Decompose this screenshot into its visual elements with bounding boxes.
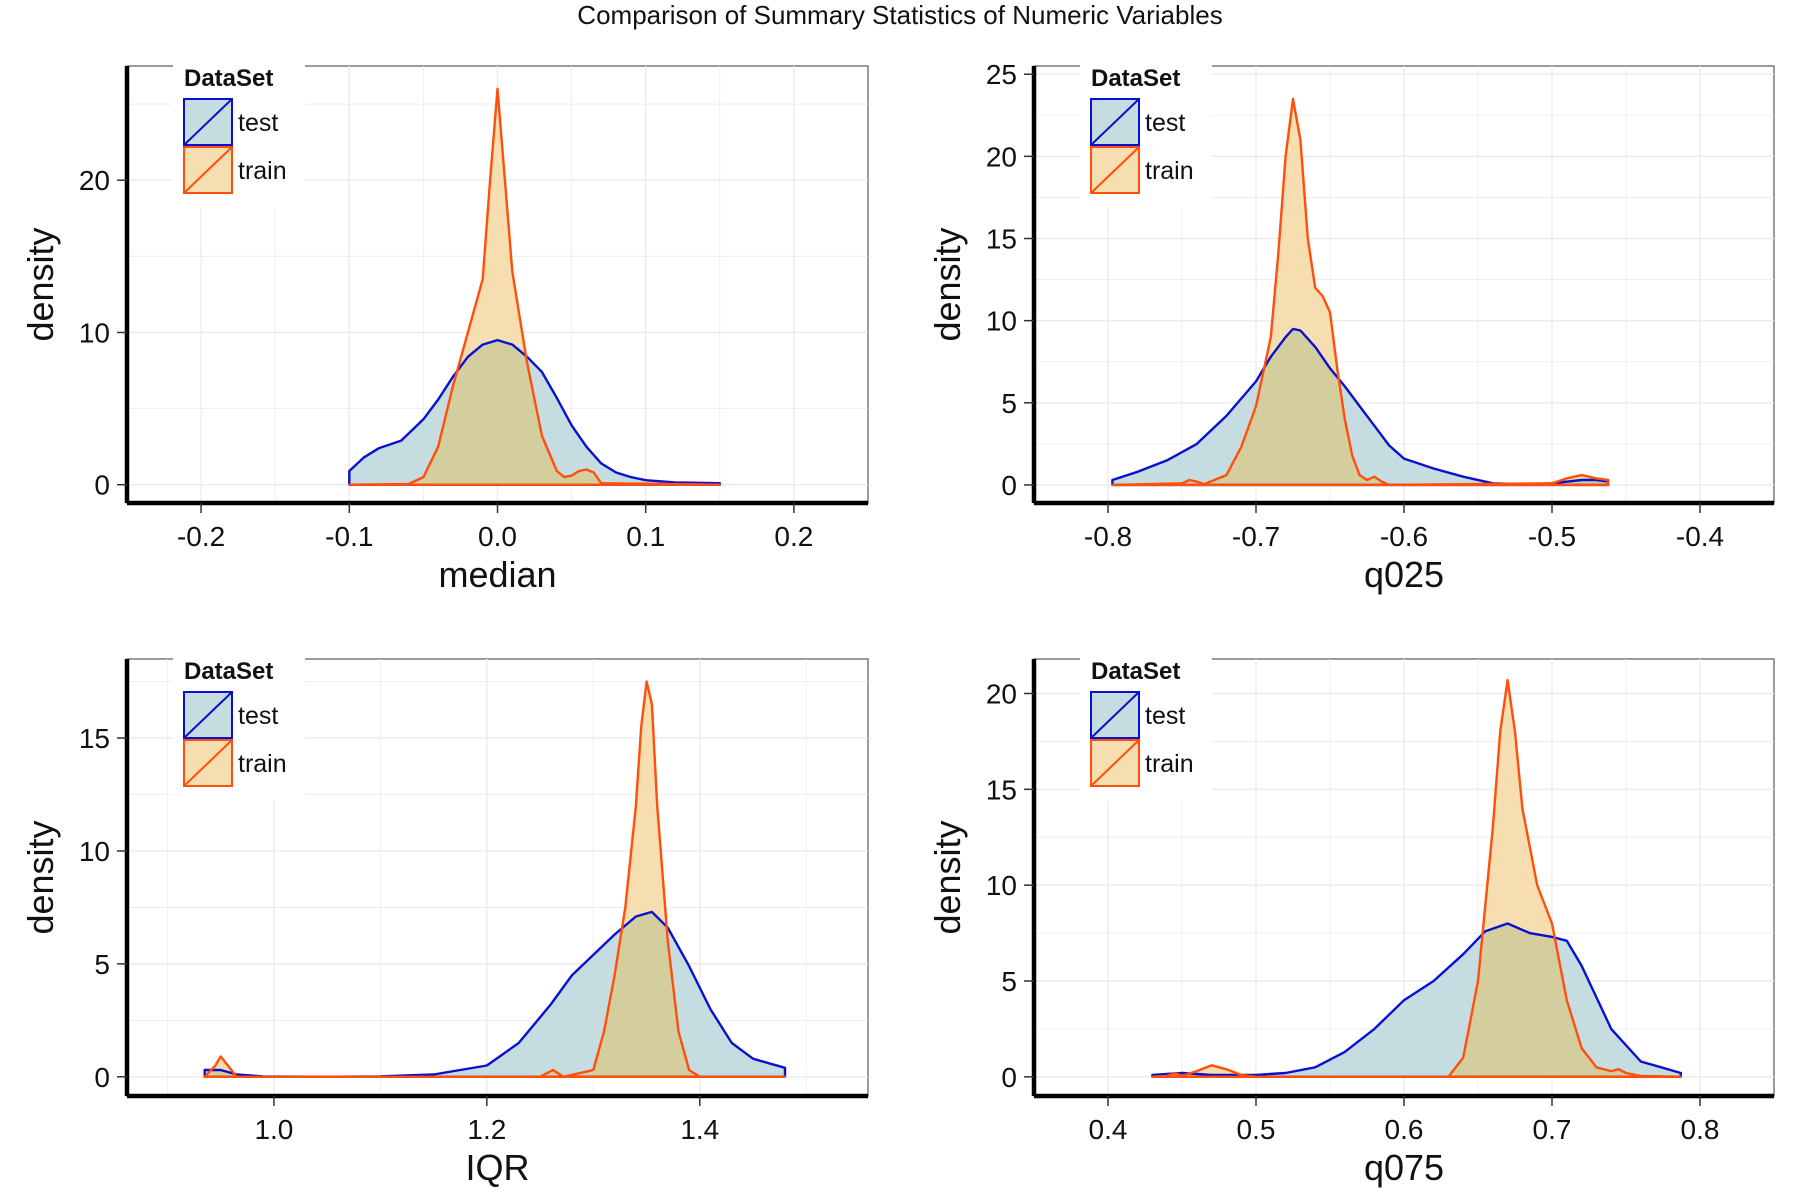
density-line-train	[348, 87, 721, 486]
y-tick-label: 0	[94, 1062, 110, 1093]
legend-key-diagonal	[1090, 739, 1140, 787]
y-tick-label: 20	[986, 141, 1017, 172]
x-tick-label: -0.5	[1528, 521, 1576, 552]
legend-key-diagonal	[183, 691, 233, 739]
x-tick-label: 1.0	[254, 1114, 293, 1145]
legend: DataSet test train	[173, 651, 305, 801]
y-tick-label: 25	[986, 59, 1017, 90]
x-tick-label: 1.2	[467, 1114, 506, 1145]
legend-key-diagonal	[1090, 98, 1140, 146]
legend-label-train: train	[238, 750, 287, 778]
legend-key-diagonal	[183, 739, 233, 787]
x-tick-label: 0.4	[1089, 1114, 1128, 1145]
x-tick-label: -0.4	[1676, 521, 1724, 552]
legend-key-diagonal	[1090, 146, 1140, 194]
legend-title: DataSet	[1091, 658, 1180, 685]
x-axis-title: q025	[1364, 554, 1444, 595]
x-tick-label: -0.6	[1380, 521, 1428, 552]
chart-title: Comparison of Summary Statistics of Nume…	[577, 0, 1223, 30]
panel-3: 1.0 1.2 1.4 0 5 10 15 IQR density DataSet test trai…	[20, 651, 869, 1188]
legend-label-test: test	[238, 702, 278, 730]
x-tick-label: -0.1	[325, 521, 373, 552]
y-tick-label: 10	[986, 306, 1017, 337]
x-tick-label: 0.6	[1385, 1114, 1424, 1145]
legend-title: DataSet	[184, 65, 273, 92]
legend-label-test: test	[238, 109, 278, 137]
y-tick-label: 5	[1001, 966, 1017, 997]
y-tick-label: 0	[1001, 470, 1017, 501]
legend-key-diagonal	[1090, 691, 1140, 739]
legend-key-diagonal	[183, 98, 233, 146]
panel-4: 0.4 0.5 0.6 0.7 0.8 0 5 10 15 20 q075 density DataSe…	[927, 651, 1775, 1188]
y-tick-label: 10	[79, 836, 110, 867]
y-axis-title: density	[20, 820, 61, 934]
y-tick-label: 15	[986, 774, 1017, 805]
x-tick-label: 0.1	[626, 521, 665, 552]
density-line-train	[1111, 97, 1610, 487]
y-tick-label: 20	[79, 165, 110, 196]
legend-label-train: train	[238, 157, 287, 185]
x-tick-label: 0.7	[1533, 1114, 1572, 1145]
density-line-test	[1111, 327, 1610, 487]
legend: DataSet test train	[173, 58, 305, 208]
legend-title: DataSet	[1091, 65, 1180, 92]
y-axis-title: density	[20, 227, 61, 341]
x-tick-label: 0.0	[478, 521, 517, 552]
density-line-train	[203, 680, 787, 1079]
y-tick-label: 10	[79, 317, 110, 348]
legend-label-train: train	[1145, 157, 1194, 185]
legend-label-test: test	[1145, 702, 1185, 730]
y-tick-label: 15	[986, 224, 1017, 255]
x-tick-label: 0.5	[1237, 1114, 1276, 1145]
panel-1: -0.2 -0.1 0.0 0.1 0.2 0 10 20 median density DataS…	[20, 58, 869, 595]
legend-key-diagonal	[183, 146, 233, 194]
x-tick-label: 0.8	[1681, 1114, 1720, 1145]
legend-title: DataSet	[184, 658, 273, 685]
y-axis-title: density	[927, 820, 968, 934]
y-tick-label: 5	[94, 949, 110, 980]
x-axis-title: median	[438, 554, 556, 595]
legend-label-train: train	[1145, 750, 1194, 778]
y-tick-label: 10	[986, 870, 1017, 901]
x-axis-title: q075	[1364, 1147, 1444, 1188]
x-tick-label: -0.2	[177, 521, 225, 552]
x-axis-title: IQR	[465, 1147, 529, 1188]
panel-2: -0.8 -0.7 -0.6 -0.5 -0.4 0 5 10 15 20 25 q025 densit…	[927, 58, 1775, 595]
x-tick-label: -0.8	[1084, 521, 1132, 552]
density-line-train	[1151, 678, 1683, 1079]
density-overlap	[204, 911, 785, 1077]
legend-label-test: test	[1145, 109, 1185, 137]
legend: DataSet test train	[1080, 651, 1212, 801]
density-area-test	[1112, 328, 1609, 485]
y-tick-label: 0	[94, 470, 110, 501]
x-tick-label: -0.7	[1232, 521, 1280, 552]
y-tick-label: 20	[986, 679, 1017, 710]
y-tick-label: 5	[1001, 388, 1017, 419]
legend: DataSet test train	[1080, 58, 1212, 208]
y-axis-title: density	[927, 227, 968, 341]
density-overlap	[349, 340, 720, 485]
x-tick-label: 0.2	[774, 521, 813, 552]
x-tick-label: 1.4	[680, 1114, 719, 1145]
y-tick-label: 15	[79, 723, 110, 754]
y-tick-label: 0	[1001, 1062, 1017, 1093]
